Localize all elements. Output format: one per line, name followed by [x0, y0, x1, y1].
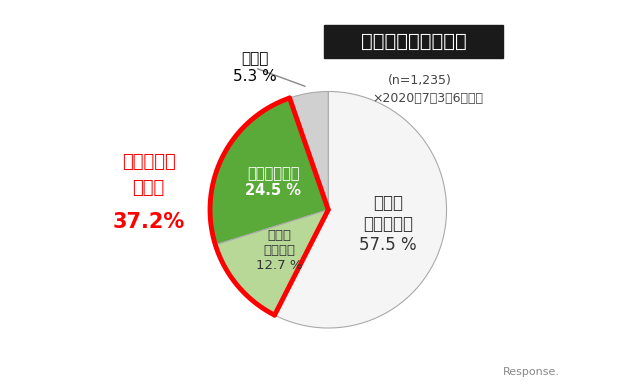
Wedge shape	[275, 91, 447, 328]
Text: Response.: Response.	[503, 367, 560, 377]
Text: 一時期
していた
12.7 %: 一時期 していた 12.7 %	[256, 229, 303, 272]
Wedge shape	[215, 210, 328, 315]
Text: 今もしている
24.5 %: 今もしている 24.5 %	[245, 166, 301, 198]
Wedge shape	[290, 91, 328, 210]
Text: 一度も
していない
57.5 %: 一度も していない 57.5 %	[359, 194, 417, 254]
Text: 経験率: 経験率	[132, 179, 164, 197]
Text: 5.3 %: 5.3 %	[233, 69, 277, 84]
Text: 37.2%: 37.2%	[113, 212, 185, 232]
Text: (n=1,235): (n=1,235)	[387, 74, 451, 87]
Text: テレワーク: テレワーク	[122, 154, 175, 171]
Text: その他: その他	[241, 51, 269, 66]
Wedge shape	[210, 98, 328, 245]
Text: テレワーク実施状況: テレワーク実施状況	[360, 32, 467, 51]
Text: ×2020年7月3ー6日実施: ×2020年7月3ー6日実施	[372, 92, 483, 105]
FancyBboxPatch shape	[324, 25, 503, 58]
